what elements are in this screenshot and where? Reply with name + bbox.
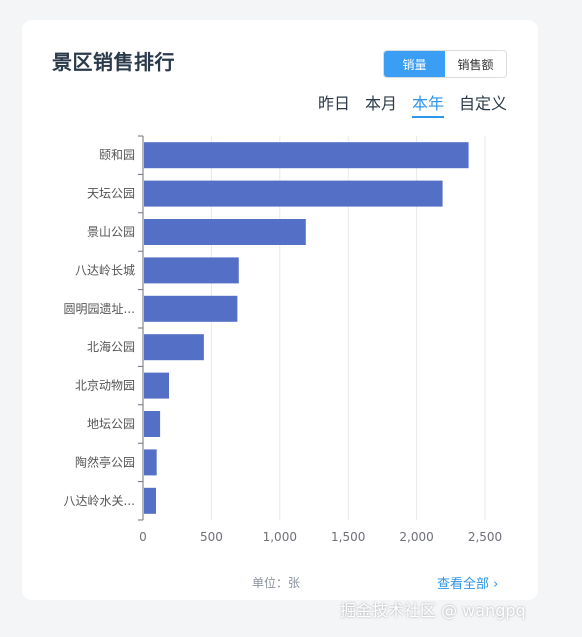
category-label: 景山公园	[87, 225, 135, 239]
bar	[144, 334, 204, 361]
category-label: 北海公园	[87, 339, 135, 354]
bar	[144, 295, 238, 322]
bar	[144, 257, 239, 284]
chevron-right-icon: ›	[493, 577, 499, 592]
card-title: 景区销售排行	[52, 50, 175, 74]
view-all-label: 查看全部	[437, 577, 490, 592]
watermark: 掘金技术社区 @ wangpq	[340, 601, 526, 620]
x-tick-label: 500	[200, 530, 223, 544]
category-label: 北京动物园	[75, 379, 135, 393]
category-label: 八达岭长城	[75, 263, 135, 277]
bar	[144, 219, 306, 245]
tab-this-month[interactable]: 本月	[364, 94, 397, 113]
bar	[144, 487, 156, 514]
tab-this-year[interactable]: 本年	[411, 90, 444, 118]
category-label: 圆明园遗址...	[64, 302, 135, 316]
bar	[144, 372, 169, 399]
category-label: 陶然亭公园	[75, 454, 135, 469]
metric-revenue-button[interactable]: 销售额	[445, 51, 506, 77]
category-label: 天坛公园	[87, 187, 135, 201]
bar	[144, 180, 443, 207]
x-tick-label: 1,000	[263, 530, 297, 544]
metric-quantity-button[interactable]: 销量	[384, 51, 445, 77]
category-label: 地坛公园	[87, 417, 135, 431]
tab-yesterday[interactable]: 昨日	[317, 94, 350, 113]
tab-custom[interactable]: 自定义	[458, 94, 507, 113]
view-all-link[interactable]: 查看全部 ›	[437, 573, 498, 592]
x-tick-label: 2,500	[468, 530, 502, 544]
bar	[144, 411, 161, 437]
category-label: 八达岭水关...	[64, 494, 135, 508]
bar	[144, 449, 157, 476]
category-label: 颐和园	[99, 148, 135, 162]
unit-label: 单位：张	[252, 576, 301, 590]
metric-toggle: 销量 销售额	[383, 50, 507, 78]
x-tick-label: 2,000	[399, 530, 433, 544]
x-tick-label: 0	[139, 530, 147, 544]
period-tabs: 昨日 本月 本年 自定义	[318, 90, 507, 118]
x-tick-label: 1,500	[331, 530, 365, 544]
bar	[144, 142, 469, 169]
